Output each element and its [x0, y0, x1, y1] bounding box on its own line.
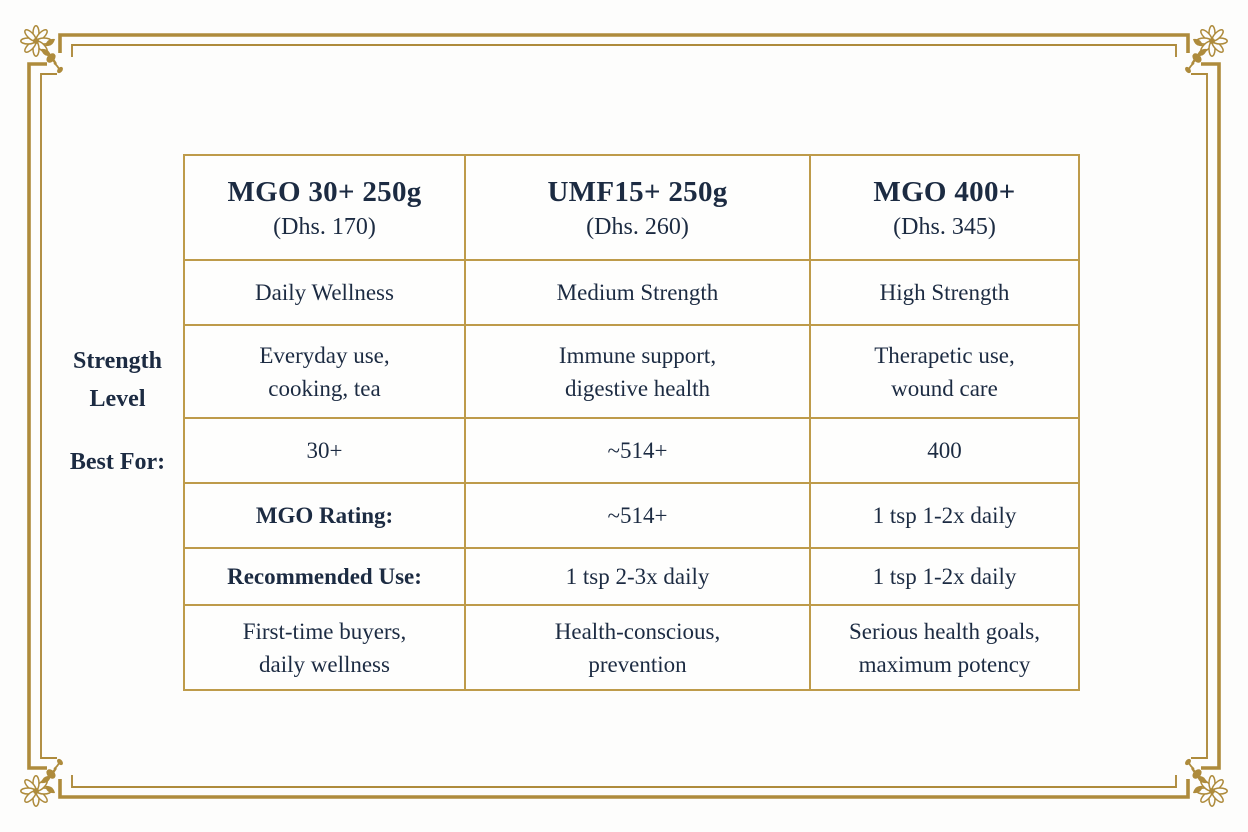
- frame-top-inner-line: [71, 44, 1177, 57]
- strength-level-label: Strength Level: [73, 348, 162, 412]
- comparison-table: MGO 30+ 250g (Dhs. 170) UMF15+ 250g (Dhs…: [183, 154, 1080, 691]
- table-cell: Serious health goals, maximum potency: [809, 604, 1078, 689]
- table-cell: ~514+: [464, 482, 809, 547]
- table-cell: High Strength: [809, 259, 1078, 324]
- table-cell: First-time buyers, daily wellness: [185, 604, 464, 689]
- best-for-label: Best For:: [69, 449, 166, 475]
- table-cell: 1 tsp 1-2x daily: [809, 547, 1078, 604]
- frame-bottom-outer-line: [58, 779, 1190, 799]
- product-name: UMF15+ 250g: [547, 175, 728, 208]
- table-cell: 1 tsp 1-2x daily: [809, 482, 1078, 547]
- table-cell: 1 tsp 2-3x daily: [464, 547, 809, 604]
- frame-right-inner-line: [1191, 73, 1208, 759]
- header-cell-mgo400: MGO 400+ (Dhs. 345): [809, 156, 1078, 259]
- product-price: (Dhs. 170): [273, 213, 376, 240]
- product-name: MGO 30+ 250g: [227, 175, 422, 208]
- table-cell: 30+: [185, 417, 464, 482]
- table-cell: Therapetic use, wound care: [809, 324, 1078, 417]
- table-cell: Daily Wellness: [185, 259, 464, 324]
- table-cell: Medium Strength: [464, 259, 809, 324]
- header-cell-umf15: UMF15+ 250g (Dhs. 260): [464, 156, 809, 259]
- frame-left-outer-line: [27, 62, 47, 770]
- product-price: (Dhs. 260): [586, 213, 689, 240]
- row-label-recommended-use: Recommended Use:: [185, 547, 464, 604]
- frame-bottom-inner-line: [71, 775, 1177, 788]
- table-cell: Health-conscious, prevention: [464, 604, 809, 689]
- table-cell: ~514+: [464, 417, 809, 482]
- header-cell-mgo30: MGO 30+ 250g (Dhs. 170): [185, 156, 464, 259]
- row-label-mgo-rating: MGO Rating:: [185, 482, 464, 547]
- product-price: (Dhs. 345): [893, 213, 996, 240]
- table-cell: 400: [809, 417, 1078, 482]
- table-cell: Everyday use, cooking, tea: [185, 324, 464, 417]
- table-cell: Immune support, digestive health: [464, 324, 809, 417]
- frame-top-outer-line: [58, 33, 1190, 53]
- product-name: MGO 400+: [873, 175, 1016, 208]
- frame-left-inner-line: [40, 73, 57, 759]
- frame-right-outer-line: [1201, 62, 1221, 770]
